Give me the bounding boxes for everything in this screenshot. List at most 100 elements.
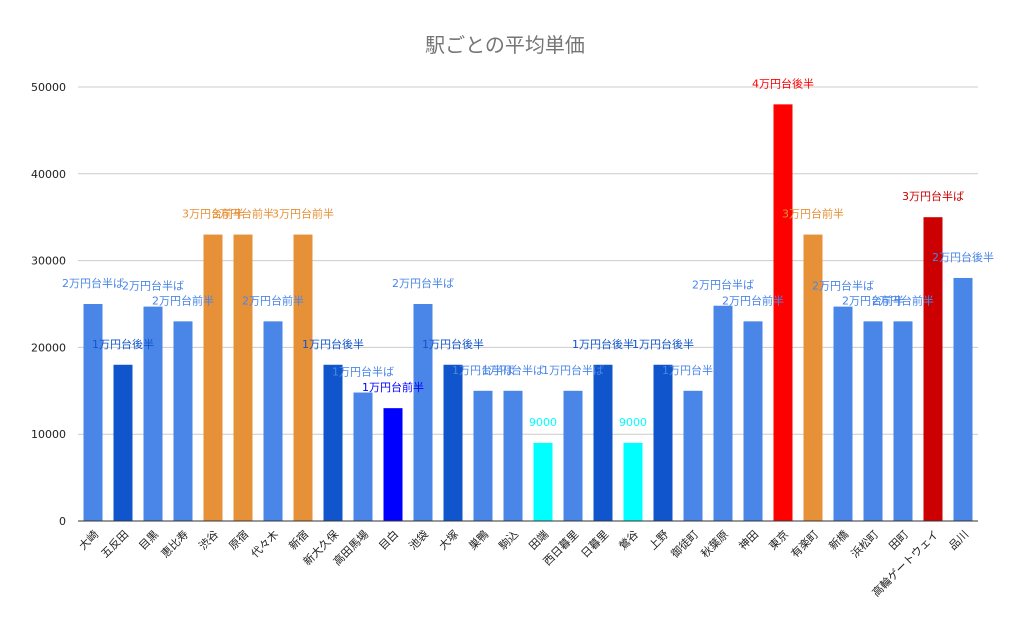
y-tick-label: 50000 (31, 81, 66, 94)
x-tick-label: 代々木 (249, 528, 282, 561)
data-label: 1万円台前半 (362, 380, 424, 394)
data-label: 1万円台半ば (662, 363, 724, 377)
bar (713, 305, 733, 521)
y-tick-label: 40000 (31, 168, 66, 181)
data-label: 3万円台前半 (182, 207, 244, 221)
y-tick-label: 30000 (31, 255, 66, 268)
bars (83, 104, 973, 522)
x-tick-label: 田端 (526, 528, 551, 553)
bar (503, 390, 523, 521)
data-label: 3万円台前半 (782, 207, 844, 221)
bar (743, 321, 763, 521)
bar (683, 390, 703, 521)
bar (203, 234, 223, 521)
chart-title: 駅ごとの平均単価 (425, 33, 585, 57)
bar (233, 234, 253, 521)
bar (623, 442, 643, 521)
data-label: 2万円台前半 (872, 293, 934, 307)
bar (593, 364, 613, 521)
data-label: 2万円台後半 (932, 250, 994, 264)
x-tick-label: 原宿 (226, 527, 251, 552)
bar (773, 104, 793, 522)
y-axis-ticks: 0 10000 20000 30000 40000 50000 (31, 81, 66, 528)
x-tick-label: 上野 (646, 528, 671, 553)
data-label: 2万円台半ば (692, 278, 754, 292)
data-label: 1万円台後半 (632, 337, 694, 351)
y-tick-label: 10000 (31, 428, 66, 441)
x-tick-label: 新宿 (286, 527, 311, 552)
data-label: 2万円台半ば (62, 276, 124, 290)
x-tick-label: 巣鴨 (466, 527, 491, 552)
bar (953, 277, 973, 521)
data-label: 1万円台半ば (482, 363, 544, 377)
x-tick-label: 有楽町 (788, 527, 821, 560)
x-tick-label: 駒込 (496, 528, 521, 553)
data-label: 2万円台半ば (122, 279, 184, 293)
bar (653, 364, 673, 521)
bar (863, 321, 883, 521)
bar (923, 217, 943, 521)
x-tick-label: 目黒 (136, 528, 161, 553)
bar (113, 364, 133, 521)
data-label: 1万円台後半 (572, 337, 634, 351)
data-label: 2万円台前半 (842, 293, 904, 307)
x-tick-label: 大塚 (436, 527, 461, 552)
bar (263, 321, 283, 521)
data-label: 2万円台半ば (392, 276, 454, 290)
data-labels: 2万円台半ば1万円台後半2万円台半ば2万円台前半3万円台前半3万円台前半2万円台… (62, 76, 994, 429)
bar (533, 442, 553, 521)
data-label: 1万円台半ば (452, 363, 514, 377)
data-label: 1万円台後半 (422, 337, 484, 351)
data-label: 2万円台半ば (812, 279, 874, 293)
bar (473, 390, 493, 521)
bar (413, 304, 433, 521)
bar (803, 234, 823, 521)
data-label: 2万円台前半 (722, 293, 784, 307)
data-label: 2万円台前半 (242, 293, 304, 307)
y-tick-label: 20000 (31, 341, 66, 354)
data-label: 3万円台前半 (212, 207, 274, 221)
data-label: 1万円台後半 (92, 337, 154, 351)
x-tick-label: 新橋 (826, 527, 851, 552)
x-tick-label: 池袋 (406, 527, 431, 552)
y-tick-label: 0 (59, 515, 66, 528)
data-label: 3万円台前半 (272, 207, 334, 221)
bar (293, 234, 313, 521)
bar (83, 304, 103, 521)
data-label: 1万円台半ば (332, 365, 394, 379)
bar (443, 364, 463, 521)
data-label: 9000 (529, 416, 557, 429)
data-label: 3万円台半ば (902, 189, 964, 203)
bar (383, 408, 403, 521)
data-label: 1万円台半ば (542, 363, 604, 377)
bar (833, 306, 853, 521)
x-tick-label: 品川 (946, 528, 971, 553)
data-label: 9000 (619, 416, 647, 429)
x-tick-label: 目白 (376, 527, 401, 552)
bar (323, 364, 343, 521)
x-tick-label: 東京 (766, 527, 791, 552)
bar (143, 306, 163, 521)
x-tick-label: 渋谷 (196, 528, 221, 553)
x-tick-label: 鶯谷 (616, 527, 641, 552)
bar (173, 321, 193, 521)
data-label: 2万円台前半 (152, 293, 214, 307)
grid-lines (78, 86, 978, 435)
x-tick-label: 神田 (736, 527, 761, 552)
x-tick-label: 日暮里 (578, 527, 611, 560)
data-label: 4万円台後半 (752, 76, 814, 90)
data-label: 1万円台後半 (302, 337, 364, 351)
x-tick-label: 恵比寿 (158, 527, 191, 560)
bar (893, 321, 913, 521)
x-tick-label: 大崎 (76, 527, 101, 552)
bar (353, 392, 373, 521)
x-tick-label: 五反田 (99, 528, 132, 561)
x-tick-label: 秋葉原 (698, 527, 731, 560)
x-tick-label: 田町 (886, 528, 911, 553)
x-tick-label: 浜松町 (848, 527, 881, 560)
bar (563, 390, 583, 521)
x-tick-label: 御徒町 (668, 527, 701, 560)
